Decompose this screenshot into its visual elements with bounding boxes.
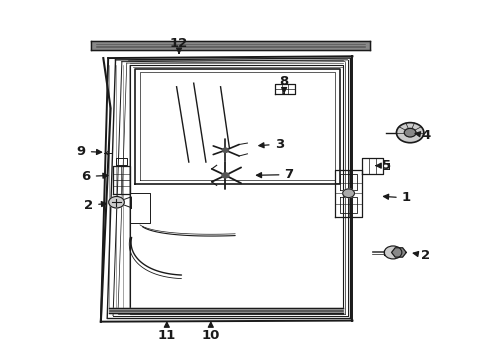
- Polygon shape: [392, 248, 406, 257]
- Text: 7: 7: [256, 168, 294, 181]
- Circle shape: [384, 246, 402, 259]
- Circle shape: [396, 123, 424, 143]
- Text: 6: 6: [81, 170, 108, 183]
- Text: 2: 2: [84, 199, 106, 212]
- Text: 10: 10: [201, 322, 220, 342]
- Circle shape: [343, 189, 354, 198]
- Text: 9: 9: [77, 145, 101, 158]
- Circle shape: [109, 197, 124, 208]
- Text: 12: 12: [170, 37, 188, 53]
- Text: 5: 5: [376, 159, 391, 172]
- Circle shape: [222, 173, 229, 178]
- Circle shape: [222, 148, 228, 152]
- Text: 4: 4: [415, 129, 430, 142]
- Text: 8: 8: [279, 75, 289, 94]
- Text: 1: 1: [384, 192, 411, 204]
- Circle shape: [404, 129, 416, 137]
- Text: 11: 11: [158, 322, 176, 342]
- Text: 3: 3: [259, 138, 284, 150]
- Text: 2: 2: [413, 249, 430, 262]
